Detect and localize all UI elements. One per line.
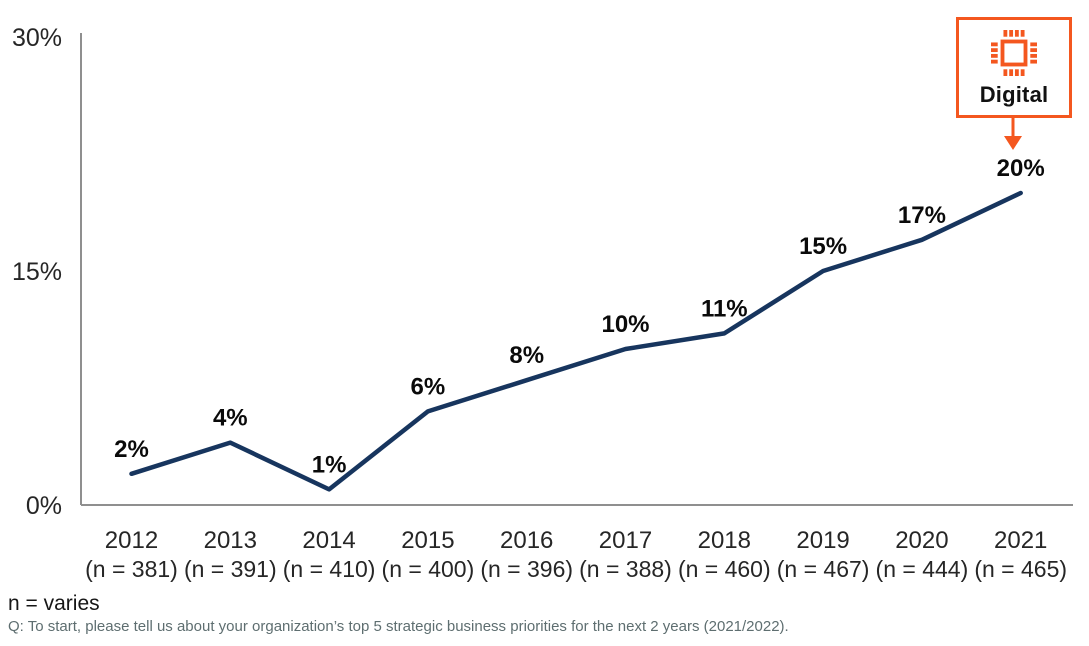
x-tick-n-label: (n = 400) — [382, 556, 475, 582]
line-chart: 0%15%30%2%4%1%6%8%10%11%15%17%20%2012(n … — [12, 24, 1073, 582]
chip-icon — [991, 30, 1037, 76]
x-tick-year-label: 2014 — [302, 527, 355, 554]
data-point-label: 20% — [997, 155, 1045, 182]
data-point-label: 1% — [312, 451, 347, 478]
x-tick-n-label: (n = 391) — [184, 556, 277, 582]
y-tick-label: 30% — [12, 24, 62, 52]
x-tick-year-label: 2015 — [401, 527, 454, 554]
sample-size-note: n = varies — [8, 592, 100, 615]
trend-line — [129, 190, 1023, 492]
y-tick-label: 15% — [12, 258, 62, 286]
x-tick-n-label: (n = 396) — [480, 556, 573, 582]
x-tick-n-label: (n = 388) — [579, 556, 672, 582]
survey-question-note: Q: To start, please tell us about your o… — [8, 618, 789, 635]
data-point-label: 11% — [701, 295, 748, 322]
data-point-label: 15% — [799, 233, 847, 260]
x-tick-n-label: (n = 444) — [876, 556, 969, 582]
x-tick-year-label: 2012 — [105, 527, 158, 554]
x-tick-n-label: (n = 460) — [678, 556, 771, 582]
x-tick-n-label: (n = 465) — [974, 556, 1067, 582]
x-tick-year-label: 2021 — [994, 527, 1047, 554]
digital-annotation-label: Digital — [979, 82, 1049, 107]
data-point-label: 10% — [601, 311, 649, 338]
x-tick-n-label: (n = 381) — [85, 556, 178, 582]
x-tick-year-label: 2017 — [599, 527, 652, 554]
x-tick-n-label: (n = 410) — [283, 556, 376, 582]
digital-annotation-box: Digital — [956, 17, 1072, 118]
data-point-label: 4% — [213, 405, 248, 432]
data-point-label: 6% — [411, 373, 446, 400]
data-point-label: 17% — [898, 202, 946, 229]
data-point-label: 8% — [509, 342, 544, 369]
x-tick-year-label: 2020 — [895, 527, 948, 554]
x-tick-year-label: 2018 — [698, 527, 751, 554]
y-tick-label: 0% — [26, 492, 62, 520]
arrow-down-icon — [1004, 118, 1022, 150]
x-tick-year-label: 2016 — [500, 527, 553, 554]
x-tick-year-label: 2013 — [204, 527, 257, 554]
x-tick-n-label: (n = 467) — [777, 556, 870, 582]
x-tick-year-label: 2019 — [796, 527, 849, 554]
data-point-label: 2% — [114, 436, 149, 463]
